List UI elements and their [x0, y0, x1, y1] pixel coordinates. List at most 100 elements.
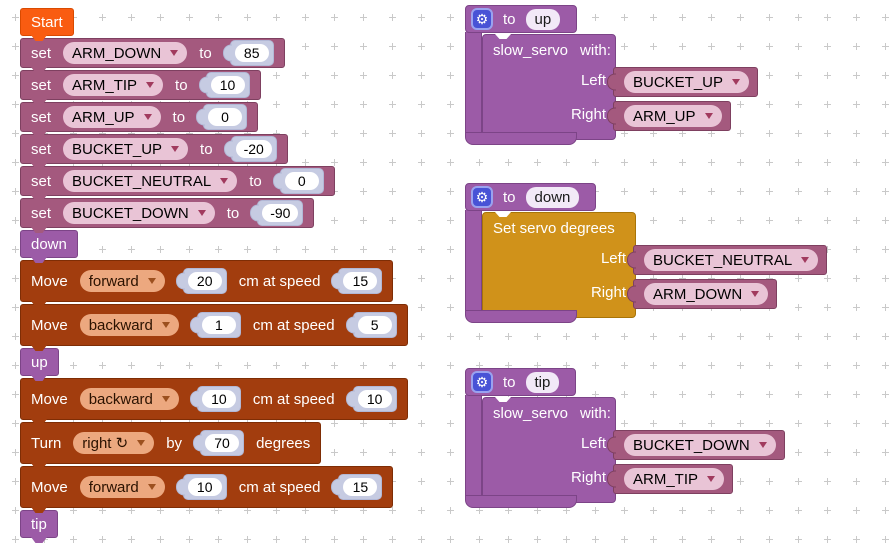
set-variable-block[interactable]: set BUCKET_UP to -20	[20, 134, 288, 164]
function-header[interactable]: ⚙ to down	[465, 183, 597, 211]
call-tip-block[interactable]: tip	[20, 510, 58, 538]
set-variable-block[interactable]: set ARM_DOWN to 85	[20, 38, 285, 68]
gear-icon[interactable]: ⚙	[471, 186, 493, 208]
speed-input[interactable]: 5	[352, 312, 397, 338]
slow-servo-block[interactable]: slow_servo with: Left BUCKET_UP Right ARM…	[482, 34, 759, 140]
set-keyword: set	[31, 108, 52, 126]
set-keyword: set	[31, 140, 52, 158]
turn-direction-dropdown[interactable]: right ↻	[73, 432, 155, 454]
speed-input[interactable]: 15	[338, 268, 383, 294]
turn-block[interactable]: Turn right ↻ by 70 degrees	[20, 422, 322, 464]
distance-input[interactable]: 10	[196, 386, 241, 412]
function-def-up[interactable]: ⚙ to up slow_servo with: Left BUCKET_UP R…	[465, 5, 759, 145]
direction-value: backward	[88, 390, 153, 408]
variable-block[interactable]: ARM_UP	[613, 101, 731, 131]
start-block[interactable]: Start	[20, 8, 74, 36]
move-keyword: Move	[31, 316, 68, 334]
set-keyword: set	[31, 76, 52, 94]
move-block[interactable]: Move forward 20 cm at speed 15	[20, 260, 394, 302]
function-name-field[interactable]: down	[525, 186, 580, 208]
direction-dropdown[interactable]: backward	[79, 314, 179, 336]
cm-at-speed-label: cm at speed	[238, 478, 321, 496]
distance-input[interactable]: 20	[182, 268, 227, 294]
number-input[interactable]: 0	[279, 168, 324, 194]
variable-block[interactable]: ARM_DOWN	[633, 279, 778, 309]
set-keyword: set	[31, 44, 52, 62]
to-label: to	[200, 140, 213, 158]
speed-input[interactable]: 15	[338, 474, 383, 500]
variable-dropdown[interactable]: BUCKET_UP	[624, 71, 750, 93]
variable-name: ARM_TIP	[633, 470, 699, 488]
set-variable-block[interactable]: set ARM_UP to 0	[20, 102, 259, 132]
variable-block[interactable]: BUCKET_NEUTRAL	[633, 245, 828, 275]
number-input[interactable]: 85	[229, 40, 274, 66]
variable-dropdown[interactable]: ARM_DOWN	[644, 283, 769, 305]
function-spine	[465, 210, 482, 311]
distance-input[interactable]: 1	[196, 312, 241, 338]
variable-dropdown[interactable]: ARM_TIP	[63, 74, 164, 96]
call-down-block[interactable]: down	[20, 230, 78, 258]
to-label: to	[503, 188, 516, 206]
number-input[interactable]: 0	[203, 104, 248, 130]
variable-name: BUCKET_NEUTRAL	[653, 251, 793, 269]
to-label: to	[503, 10, 516, 28]
left-label: Left	[600, 250, 626, 267]
set-variable-block[interactable]: set ARM_TIP to 10	[20, 70, 261, 100]
variable-name: BUCKET_UP	[72, 140, 163, 158]
function-name-field[interactable]: tip	[525, 371, 560, 393]
variable-block[interactable]: ARM_TIP	[613, 464, 734, 494]
set-variable-block[interactable]: set BUCKET_DOWN to -90	[20, 198, 315, 228]
with-label: with:	[580, 41, 611, 59]
variable-dropdown[interactable]: BUCKET_DOWN	[63, 202, 215, 224]
variable-name: ARM_UP	[633, 107, 696, 125]
function-header[interactable]: ⚙ to tip	[465, 368, 577, 396]
distance-input[interactable]: 10	[182, 474, 227, 500]
move-block[interactable]: Move forward 10 cm at speed 15	[20, 466, 394, 508]
function-foot	[465, 132, 577, 145]
gear-icon[interactable]: ⚙	[471, 8, 493, 30]
gear-icon[interactable]: ⚙	[471, 371, 493, 393]
number-input[interactable]: 10	[205, 72, 250, 98]
angle-input[interactable]: 70	[200, 430, 245, 456]
variable-block[interactable]: BUCKET_DOWN	[613, 430, 785, 460]
variable-dropdown[interactable]: BUCKET_DOWN	[624, 434, 776, 456]
direction-dropdown[interactable]: forward	[79, 476, 165, 498]
variable-dropdown[interactable]: ARM_UP	[624, 105, 722, 127]
number-input[interactable]: -20	[230, 136, 277, 162]
variable-dropdown[interactable]: BUCKET_NEUTRAL	[63, 170, 238, 192]
variable-dropdown[interactable]: BUCKET_NEUTRAL	[644, 249, 819, 271]
variable-dropdown[interactable]: ARM_UP	[63, 106, 161, 128]
variable-dropdown[interactable]: ARM_DOWN	[63, 42, 188, 64]
number-value: 85	[234, 44, 269, 62]
chevron-down-icon	[143, 114, 152, 120]
move-block[interactable]: Move backward 10 cm at speed 10	[20, 378, 408, 420]
direction-dropdown[interactable]: forward	[79, 270, 165, 292]
chevron-down-icon	[751, 291, 760, 297]
left-label: Left	[580, 435, 606, 452]
function-body: Set servo degrees Left BUCKET_NEUTRAL Ri…	[465, 210, 828, 318]
function-def-tip[interactable]: ⚙ to tip slow_servo with: Left BUCKET_DOW…	[465, 368, 785, 508]
direction-value: forward	[88, 478, 139, 496]
function-header[interactable]: ⚙ to up	[465, 5, 578, 33]
variable-dropdown[interactable]: BUCKET_UP	[63, 138, 189, 160]
to-label: to	[175, 76, 188, 94]
chevron-down-icon	[147, 484, 156, 490]
set-variable-block[interactable]: set BUCKET_NEUTRAL to 0	[20, 166, 335, 196]
chevron-down-icon	[147, 278, 156, 284]
move-block[interactable]: Move backward 1 cm at speed 5	[20, 304, 408, 346]
function-name-field[interactable]: up	[525, 8, 561, 30]
direction-dropdown[interactable]: backward	[79, 388, 179, 410]
start-label: Start	[31, 13, 63, 31]
variable-block[interactable]: BUCKET_UP	[613, 67, 759, 97]
chevron-down-icon	[161, 396, 170, 402]
slow-servo-block[interactable]: slow_servo with: Left BUCKET_DOWN Right A…	[482, 397, 785, 503]
function-def-down[interactable]: ⚙ to down Set servo degrees Left BUCKET_…	[465, 183, 828, 323]
function-spine	[465, 395, 482, 496]
variable-dropdown[interactable]: ARM_TIP	[624, 468, 725, 490]
set-servo-degrees-block[interactable]: Set servo degrees Left BUCKET_NEUTRAL Ri…	[482, 212, 828, 318]
number-value: 0	[208, 108, 243, 126]
speed-input[interactable]: 10	[352, 386, 397, 412]
call-up-block[interactable]: up	[20, 348, 59, 376]
number-input[interactable]: -90	[257, 200, 304, 226]
